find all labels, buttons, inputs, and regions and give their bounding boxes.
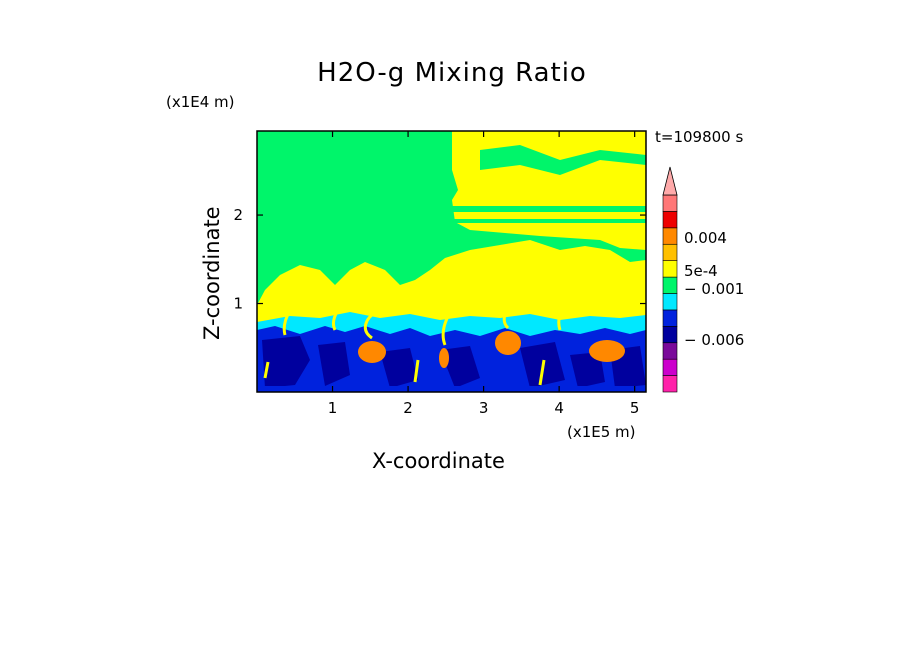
y-tick-label: 2 (233, 206, 243, 224)
colorbar-segment (662, 309, 678, 327)
colorbar-segment (662, 358, 678, 376)
x-axis-unit: (x1E5 m) (567, 423, 636, 441)
colorbar-segment (662, 276, 678, 294)
field-yellow-plumes (263, 298, 572, 386)
y-axis-unit: (x1E4 m) (166, 93, 235, 111)
colorbar-segment (662, 260, 678, 278)
field-yellow-band (257, 240, 646, 330)
x-tick-label: 3 (479, 399, 489, 417)
field-darkblue-patches (262, 336, 646, 388)
contour-field (257, 131, 646, 392)
field-orange-core (439, 348, 449, 368)
colorbar-segment (662, 227, 678, 245)
colorbar-segment (662, 326, 678, 344)
colorbar-extend-arrow (662, 166, 678, 196)
colorbar-segment (662, 194, 678, 212)
plot-frame (256, 130, 647, 393)
colorbar-label: − 0.006 (684, 331, 744, 349)
x-tick-label: 4 (554, 399, 564, 417)
colorbar-label: 0.004 (684, 229, 727, 247)
chart-title: H2O-g Mixing Ratio (317, 58, 587, 88)
y-axis: 12 (233, 206, 646, 313)
x-tick-label: 5 (630, 399, 640, 417)
x-tick-label: 2 (403, 399, 413, 417)
colorbar-segment (662, 375, 678, 393)
field-surface-layer (257, 386, 646, 392)
colorbar-segment (662, 293, 678, 311)
colorbar-segment (662, 211, 678, 229)
colorbar-label: 5e-4 (684, 262, 718, 280)
time-label: t=109800 s (655, 128, 744, 146)
field-orange-core (589, 340, 625, 362)
x-axis: 1 2 3 4 5 (328, 131, 640, 417)
x-tick-label: 1 (328, 399, 338, 417)
colorbar: 0.004 5e-4− 0.001 − 0.006 (662, 166, 744, 393)
y-tick-label: 1 (233, 295, 243, 313)
colorbar-segment (662, 342, 678, 360)
colorbar-label: − 0.001 (684, 280, 744, 298)
colorbar-segment (662, 243, 678, 261)
field-orange-core (495, 331, 521, 355)
field-green-streak (452, 145, 646, 223)
field-orange-core (358, 341, 386, 363)
x-axis-label: X-coordinate (372, 449, 505, 473)
